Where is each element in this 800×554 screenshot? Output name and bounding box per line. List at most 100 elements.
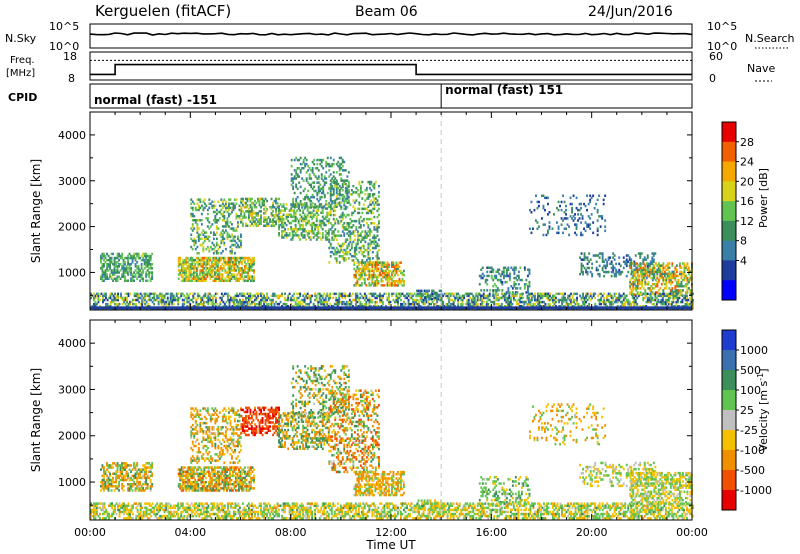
heatmap-cell bbox=[320, 160, 323, 164]
heatmap-cell bbox=[668, 276, 671, 280]
heatmap-cell bbox=[685, 291, 687, 294]
heatmap-cell bbox=[224, 271, 227, 274]
heatmap-cell bbox=[376, 261, 378, 264]
heatmap-cell bbox=[325, 171, 328, 174]
heatmap-cell bbox=[216, 265, 219, 268]
heatmap-cell bbox=[625, 254, 628, 257]
heatmap-cell bbox=[568, 225, 570, 228]
heatmap-cell bbox=[457, 300, 460, 304]
heatmap-cell bbox=[601, 300, 604, 304]
heatmap-cell bbox=[156, 296, 159, 300]
heatmap-cell bbox=[368, 269, 371, 273]
heatmap-cell bbox=[182, 263, 185, 266]
heatmap-cell bbox=[648, 287, 651, 290]
heatmap-cell bbox=[481, 266, 484, 269]
heatmap-cell bbox=[572, 219, 575, 222]
heatmap-cell bbox=[338, 184, 341, 188]
heatmap-cell bbox=[281, 217, 283, 221]
heatmap-cell bbox=[135, 294, 138, 298]
heatmap-cell bbox=[467, 292, 470, 296]
heatmap-cell bbox=[102, 296, 104, 300]
heatmap-cell bbox=[237, 294, 240, 298]
heatmap-cell bbox=[183, 258, 186, 262]
heatmap-cell bbox=[220, 235, 223, 238]
heatmap-cell bbox=[119, 256, 122, 260]
heatmap-cell bbox=[577, 219, 579, 222]
heatmap-cell bbox=[625, 298, 628, 302]
heatmap-cell bbox=[461, 300, 464, 304]
heatmap-cell bbox=[341, 292, 344, 296]
heatmap-cell bbox=[400, 282, 402, 285]
heatmap-cell bbox=[356, 292, 359, 296]
heatmap-cell bbox=[240, 239, 242, 243]
heatmap-cell bbox=[424, 302, 426, 306]
heatmap-cell bbox=[125, 271, 128, 274]
heatmap-cell bbox=[223, 241, 226, 245]
heatmap-cell bbox=[616, 298, 619, 302]
heatmap-cell bbox=[560, 208, 563, 212]
heatmap-cell bbox=[312, 230, 315, 233]
heatmap-cell bbox=[197, 265, 200, 268]
heatmap-cell bbox=[127, 294, 130, 298]
heatmap-cell bbox=[380, 280, 383, 283]
heatmap-cell bbox=[304, 187, 307, 191]
heatmap-cell bbox=[258, 292, 261, 296]
heatmap-cell bbox=[148, 267, 151, 270]
heatmap-cell bbox=[214, 219, 217, 222]
heatmap-cell bbox=[326, 294, 329, 298]
heatmap-cell bbox=[575, 233, 578, 237]
heatmap-cell bbox=[235, 198, 238, 201]
heatmap-cell bbox=[353, 219, 356, 223]
heatmap-cell bbox=[201, 271, 204, 274]
heatmap-cell bbox=[327, 221, 330, 225]
heatmap-cell bbox=[298, 181, 301, 184]
heatmap-cell bbox=[177, 263, 180, 266]
heatmap-cell bbox=[445, 292, 448, 296]
heatmap-cell bbox=[190, 214, 193, 218]
heatmap-cell bbox=[316, 158, 319, 162]
heatmap-cell bbox=[358, 195, 361, 198]
heatmap-cell bbox=[208, 239, 211, 243]
heatmap-cell bbox=[386, 275, 389, 279]
heatmap-cell bbox=[621, 305, 624, 308]
heatmap-cell bbox=[146, 269, 149, 272]
heatmap-cell bbox=[355, 219, 358, 223]
heatmap-cell bbox=[133, 271, 135, 274]
heatmap-cell bbox=[461, 305, 464, 308]
heatmap-cell bbox=[224, 206, 227, 210]
heatmap-cell bbox=[476, 298, 479, 302]
heatmap-cell bbox=[630, 289, 633, 292]
heatmap-cell bbox=[116, 261, 119, 264]
heatmap-cell bbox=[237, 300, 240, 304]
heatmap-cell bbox=[291, 238, 294, 241]
heatmap-cell bbox=[346, 244, 349, 248]
heatmap-cell bbox=[185, 275, 188, 278]
heatmap-cell bbox=[99, 294, 101, 298]
heatmap-cell bbox=[565, 217, 567, 220]
heatmap-cell bbox=[299, 213, 302, 216]
heatmap-cell bbox=[201, 265, 204, 268]
heatmap-cell bbox=[343, 179, 346, 182]
heatmap-cell bbox=[433, 302, 435, 306]
heatmap-cell bbox=[101, 252, 104, 256]
heatmap-cell bbox=[284, 296, 286, 300]
heatmap-cell bbox=[97, 300, 100, 304]
heatmap-cell bbox=[228, 212, 230, 216]
heatmap-cell bbox=[169, 296, 172, 300]
heatmap-cell bbox=[293, 206, 296, 209]
heatmap-cell bbox=[324, 234, 327, 237]
heatmap-cell bbox=[222, 300, 225, 304]
heatmap-cell bbox=[224, 223, 227, 226]
heatmap-cell bbox=[373, 186, 376, 190]
heatmap-cell bbox=[148, 298, 151, 302]
heatmap-cell bbox=[665, 272, 668, 276]
heatmap-cell bbox=[106, 275, 108, 278]
heatmap-cell bbox=[534, 302, 536, 306]
heatmap-cell bbox=[295, 169, 298, 172]
heatmap-cell bbox=[105, 302, 107, 306]
heatmap-cell bbox=[389, 284, 392, 287]
heatmap-cell bbox=[653, 276, 656, 280]
heatmap-cell bbox=[189, 273, 192, 276]
heatmap-cell bbox=[359, 215, 362, 219]
heatmap-cell bbox=[371, 246, 374, 250]
